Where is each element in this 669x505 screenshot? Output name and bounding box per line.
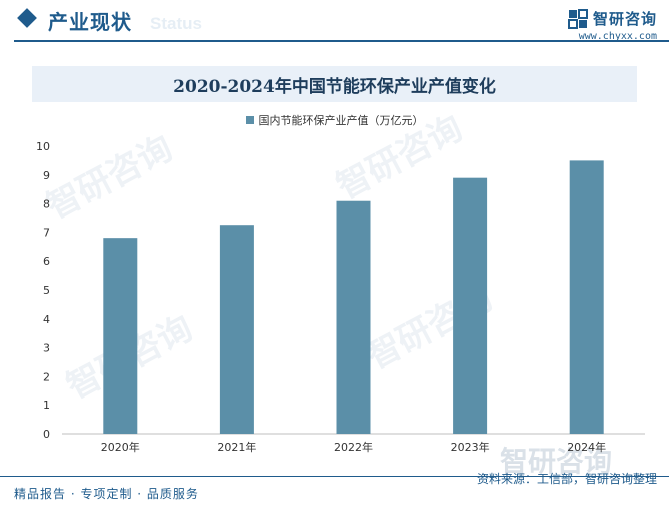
footer-tagline: 精品报告 · 专项定制 · 品质服务 — [14, 487, 199, 501]
y-tick-label: 7 — [43, 226, 50, 239]
y-tick-label: 6 — [43, 255, 50, 268]
y-tick-label: 0 — [43, 428, 50, 441]
bar — [569, 160, 604, 434]
footer-divider — [0, 476, 669, 477]
y-tick-label: 9 — [43, 169, 50, 182]
section-header: 产业现状 Status 智研咨询 www.chyxx.com — [0, 0, 669, 44]
brand-url: www.chyxx.com — [578, 31, 657, 42]
x-tick-label: 2024年 — [567, 440, 606, 454]
source-text: 资料来源：工信部，智研咨询整理 — [476, 472, 657, 486]
bar — [103, 238, 138, 434]
section-title: 产业现状 — [48, 10, 132, 34]
y-tick-label: 4 — [43, 313, 50, 326]
brand-name: 智研咨询 — [592, 10, 657, 28]
x-tick-label: 2021年 — [217, 440, 256, 454]
chart-title: 2020-2024年中国节能环保产业产值变化 — [173, 76, 496, 97]
header-divider — [14, 40, 669, 42]
chart-legend: 国内节能环保产业产值（万亿元） — [0, 112, 669, 128]
chart-title-band: 2020-2024年中国节能环保产业产值变化 — [32, 66, 637, 102]
bar — [336, 200, 371, 434]
bar — [453, 177, 488, 434]
y-tick-label: 8 — [43, 198, 50, 211]
y-tick-label: 2 — [43, 370, 50, 383]
x-tick-label: 2020年 — [101, 440, 140, 454]
y-tick-label: 5 — [43, 284, 50, 297]
bar — [219, 225, 254, 434]
y-tick-label: 10 — [36, 140, 50, 153]
legend-swatch — [245, 116, 254, 124]
brand-logo-icon — [567, 8, 588, 29]
legend-label: 国内节能环保产业产值（万亿元） — [258, 114, 424, 127]
section-watermark: Status — [150, 14, 202, 33]
x-tick-label: 2023年 — [451, 440, 490, 454]
y-tick-label: 3 — [43, 342, 50, 355]
x-tick-label: 2022年 — [334, 440, 373, 454]
y-tick-label: 1 — [43, 399, 50, 412]
brand: 智研咨询 www.chyxx.com — [567, 8, 657, 42]
